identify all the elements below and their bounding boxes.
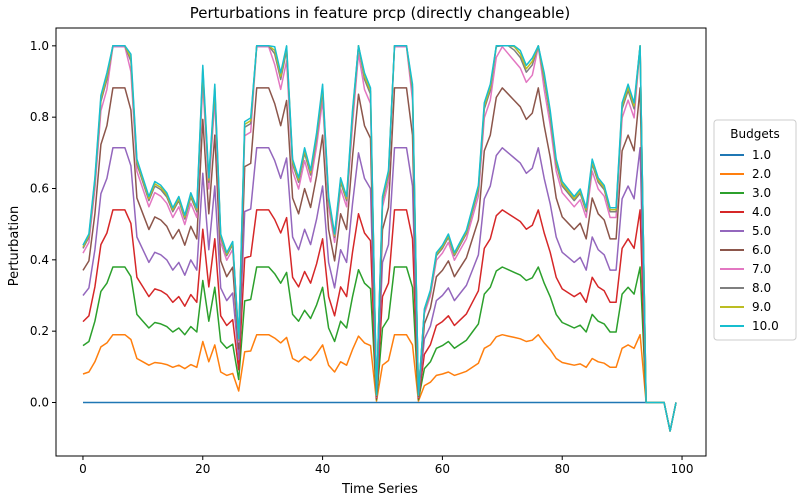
y-tick-label: 1.0 [30, 39, 49, 53]
x-tick-label: 80 [555, 462, 570, 476]
series-line-3.0 [82, 266, 677, 432]
x-tick-label: 40 [315, 462, 330, 476]
series-line-2.0 [82, 333, 677, 432]
y-tick-label: 0.0 [30, 396, 49, 410]
plot-frame [55, 27, 707, 457]
chart-title: Perturbations in feature prcp (directly … [190, 4, 570, 22]
x-tick-label: 20 [195, 462, 210, 476]
x-axis-label: Time Series [341, 482, 418, 497]
y-axis: 0.0 0.2 0.4 0.6 0.8 1.0 [30, 39, 56, 410]
y-tick-label: 0.8 [30, 110, 49, 124]
legend-label-2.0: 2.0 [752, 167, 771, 181]
x-tick-label: 0 [79, 462, 87, 476]
series-line-4.0 [82, 209, 677, 432]
legend: Budgets 1.0 2.0 3.0 4.0 5.0 6.0 7.0 8.0 9.0 10.0 [713, 119, 797, 341]
y-axis-label: Perturbation [7, 206, 22, 287]
y-tick-label: 0.6 [30, 182, 49, 196]
legend-label-6.0: 6.0 [752, 243, 771, 257]
series-line-1.0 [83, 401, 677, 432]
legend-label-3.0: 3.0 [752, 186, 771, 200]
legend-label-7.0: 7.0 [752, 262, 771, 276]
legend-label-8.0: 8.0 [752, 281, 771, 295]
legend-label-9.0: 9.0 [752, 300, 771, 314]
series-line-10.0 [82, 45, 677, 432]
legend-label-4.0: 4.0 [752, 205, 771, 219]
x-axis: 0 20 40 60 80 100 [79, 456, 693, 476]
legend-title: Budgets [730, 127, 779, 141]
y-tick-label: 0.2 [30, 324, 49, 338]
legend-label-1.0: 1.0 [752, 148, 771, 162]
x-tick-label: 100 [671, 462, 694, 476]
y-tick-label: 0.4 [30, 253, 49, 267]
legend-label-10.0: 10.0 [752, 319, 779, 333]
x-tick-label: 60 [435, 462, 450, 476]
plot-area [55, 27, 707, 457]
legend-label-5.0: 5.0 [752, 224, 771, 238]
